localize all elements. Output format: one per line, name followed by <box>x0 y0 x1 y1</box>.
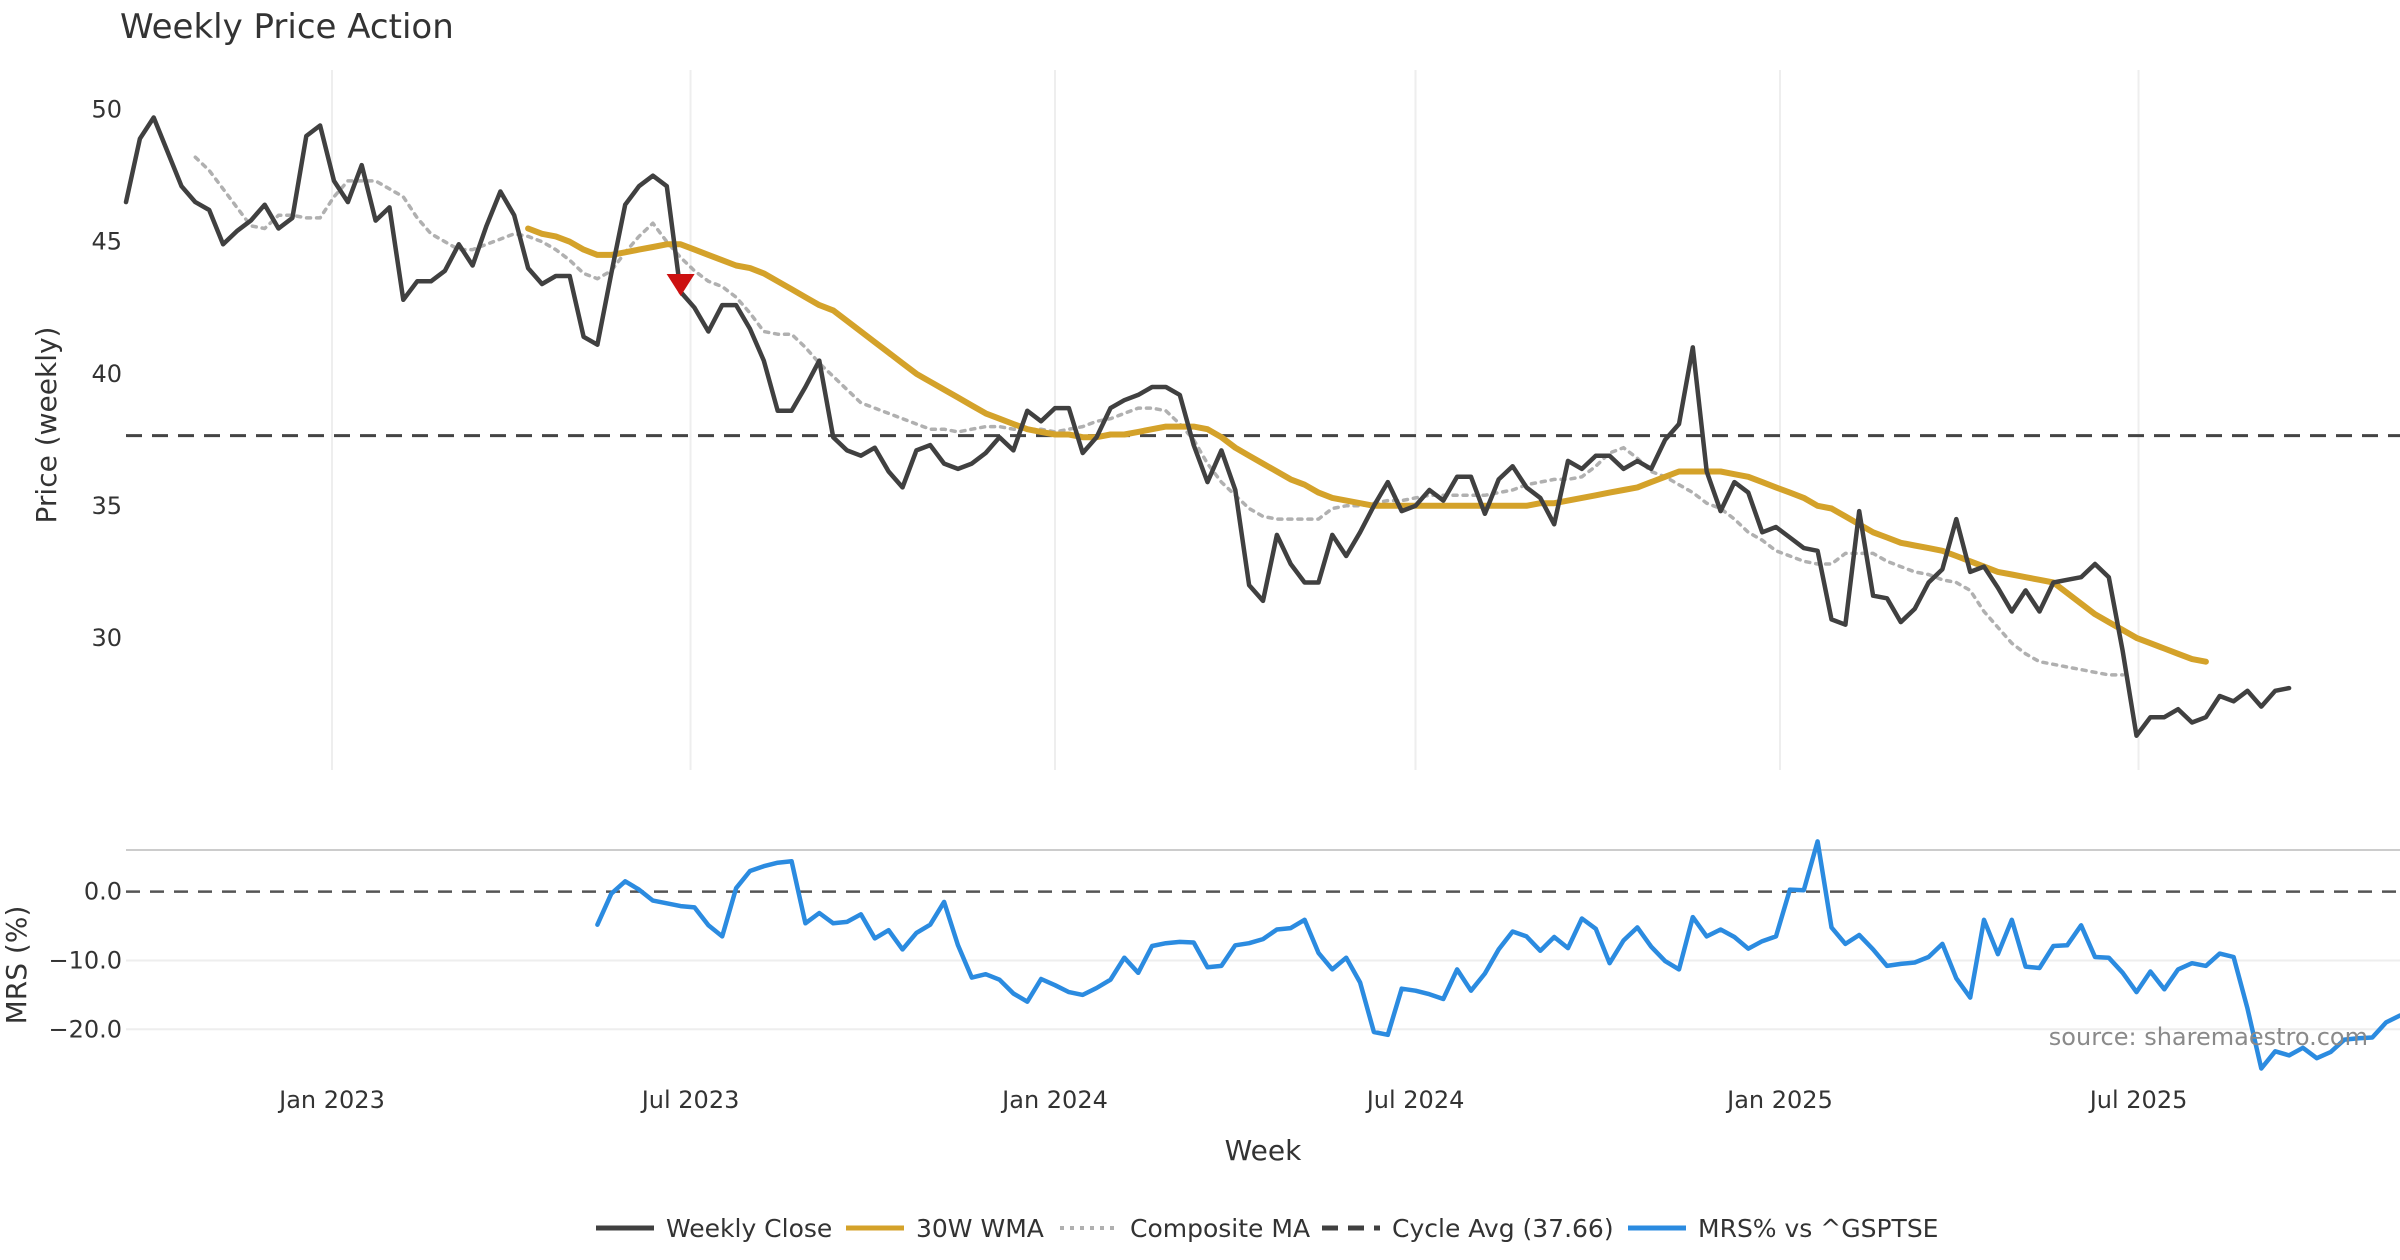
mrs-axis-label: MRS (%) <box>0 906 33 1025</box>
price-y-tick-label: 45 <box>91 228 122 256</box>
chart-title: Weekly Price Action <box>120 7 454 47</box>
source-label: source: sharemaestro.com <box>2049 1023 2368 1051</box>
x-tick-label: Jan 2025 <box>1725 1086 1833 1114</box>
x-axis-label: Week <box>1225 1134 1302 1167</box>
mrs-y-tick-label: 0.0 <box>84 878 122 906</box>
price-y-tick-label: 40 <box>91 360 122 388</box>
x-tick-label: Jan 2023 <box>277 1086 385 1114</box>
price-y-tick-label: 30 <box>91 624 122 652</box>
series-30w-wma-line <box>525 225 2209 665</box>
legend-label: MRS% vs ^GSPTSE <box>1698 1214 1938 1243</box>
x-tick-label: Jul 2025 <box>2088 1086 2188 1114</box>
price-axis-label: Price (weekly) <box>30 327 63 524</box>
series-mrs-line <box>595 839 2400 1071</box>
legend-label: Cycle Avg (37.66) <box>1392 1214 1614 1243</box>
mrs-y-tick-label: −20.0 <box>48 1015 122 1043</box>
mrs-y-tick-label: −10.0 <box>48 946 122 974</box>
x-tick-label: Jul 2024 <box>1365 1086 1465 1114</box>
legend-label: Weekly Close <box>666 1214 832 1243</box>
legend-label: 30W WMA <box>916 1214 1044 1243</box>
series-weekly-close-line <box>123 115 2292 738</box>
x-tick-label: Jan 2024 <box>1000 1086 1108 1114</box>
series-composite-ma-line <box>193 155 2125 677</box>
signal-marker <box>666 273 695 296</box>
legend-label: Composite MA <box>1130 1214 1310 1243</box>
price-y-tick-label: 50 <box>91 96 122 124</box>
price-y-tick-label: 35 <box>91 492 122 520</box>
legend: Weekly Close 30W WMA Composite MA Cycle Avg… <box>596 1214 1938 1243</box>
x-tick-label: Jul 2023 <box>640 1086 740 1114</box>
